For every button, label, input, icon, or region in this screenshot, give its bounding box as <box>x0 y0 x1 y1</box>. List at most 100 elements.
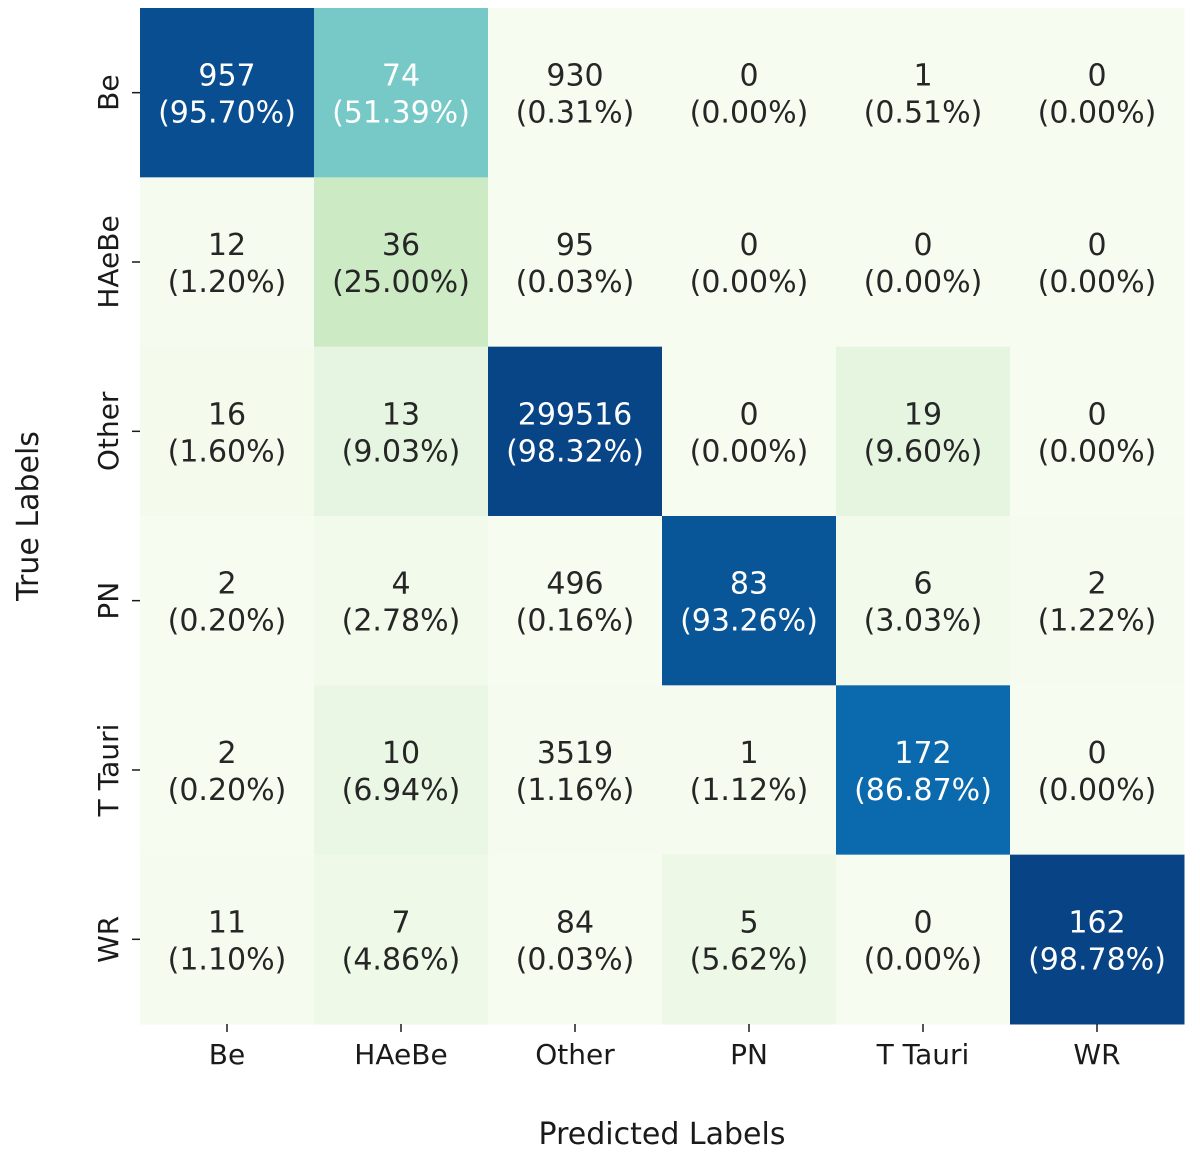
x-tick-label: HAeBe <box>354 1038 447 1071</box>
heatmap-cell <box>140 515 315 686</box>
cell-count-label: 2 <box>217 736 236 771</box>
cell-percent-label: (0.16%) <box>516 604 635 639</box>
cell-percent-label: (0.20%) <box>168 604 287 639</box>
x-tick-label: PN <box>730 1038 768 1071</box>
cell-percent-label: (6.94%) <box>342 773 461 808</box>
cell-count-label: 11 <box>208 905 246 940</box>
cell-count-label: 2 <box>217 567 236 602</box>
heatmap-cells: 957(95.70%)74(51.39%)930(0.31%)0(0.00%)1… <box>140 8 1185 1025</box>
cell-count-label: 5 <box>739 905 758 940</box>
y-tick-label: WR <box>92 916 125 963</box>
heatmap-cell <box>140 346 315 517</box>
cell-percent-label: (98.32%) <box>506 434 644 469</box>
cell-percent-label: (1.12%) <box>690 773 809 808</box>
y-tick-label: HAeBe <box>92 215 125 308</box>
heatmap-cell <box>314 685 489 856</box>
cell-percent-label: (1.20%) <box>168 265 287 300</box>
x-tick-label: T Tauri <box>876 1038 970 1071</box>
cell-count-label: 957 <box>198 59 255 94</box>
cell-percent-label: (93.26%) <box>680 604 818 639</box>
cell-percent-label: (9.60%) <box>864 434 983 469</box>
cell-count-label: 1 <box>739 736 758 771</box>
heatmap-cell <box>488 8 663 178</box>
cell-count-label: 0 <box>1087 228 1106 263</box>
cell-count-label: 36 <box>382 228 420 263</box>
y-tick-label: T Tauri <box>92 724 125 818</box>
cell-percent-label: (1.16%) <box>516 773 635 808</box>
cell-percent-label: (1.60%) <box>168 434 287 469</box>
cell-percent-label: (4.86%) <box>342 942 461 977</box>
cell-percent-label: (1.10%) <box>168 942 287 977</box>
cell-count-label: 0 <box>739 228 758 263</box>
cell-count-label: 16 <box>208 397 246 432</box>
heatmap-cell <box>1010 854 1185 1025</box>
heatmap-cell <box>140 685 315 856</box>
cell-count-label: 83 <box>730 567 768 602</box>
heatmap-cell <box>662 177 837 348</box>
y-axis-label: True Labels <box>11 431 46 602</box>
cell-percent-label: (1.22%) <box>1038 604 1157 639</box>
cell-count-label: 10 <box>382 736 420 771</box>
cell-percent-label: (3.03%) <box>864 604 983 639</box>
y-tick-label: PN <box>92 582 125 620</box>
cell-count-label: 0 <box>1087 736 1106 771</box>
cell-count-label: 19 <box>904 397 942 432</box>
cell-percent-label: (86.87%) <box>854 773 992 808</box>
heatmap-cell <box>662 854 837 1025</box>
cell-count-label: 172 <box>894 736 951 771</box>
cell-count-label: 3519 <box>537 736 613 771</box>
cell-percent-label: (5.62%) <box>690 942 809 977</box>
cell-percent-label: (0.00%) <box>1038 96 1157 131</box>
heatmap-cell <box>140 8 315 178</box>
cell-percent-label: (25.00%) <box>332 265 470 300</box>
cell-percent-label: (51.39%) <box>332 96 470 131</box>
y-tick-label: Other <box>92 391 125 471</box>
heatmap-cell <box>140 177 315 348</box>
cell-count-label: 4 <box>391 567 410 602</box>
y-axis-ticks: Be HAeBe Other PN T Tauri WR <box>92 74 140 963</box>
heatmap-cell <box>1010 685 1185 856</box>
cell-count-label: 496 <box>546 567 603 602</box>
heatmap-cell <box>488 854 663 1025</box>
heatmap-cell <box>662 8 837 178</box>
cell-percent-label: (0.20%) <box>168 773 287 808</box>
cell-percent-label: (0.00%) <box>1038 434 1157 469</box>
cell-count-label: 13 <box>382 397 420 432</box>
heatmap-cell <box>836 177 1011 348</box>
cell-percent-label: (9.03%) <box>342 434 461 469</box>
heatmap-cell <box>314 346 489 517</box>
x-axis-ticks: Be HAeBe Other PN T Tauri WR <box>209 1023 1121 1071</box>
cell-count-label: 0 <box>739 59 758 94</box>
heatmap-cell <box>836 854 1011 1025</box>
heatmap-cell <box>662 515 837 686</box>
cell-count-label: 0 <box>1087 397 1106 432</box>
heatmap-cell <box>836 685 1011 856</box>
cell-percent-label: (0.03%) <box>516 265 635 300</box>
cell-count-label: 95 <box>556 228 594 263</box>
cell-percent-label: (0.00%) <box>864 265 983 300</box>
cell-percent-label: (0.00%) <box>864 942 983 977</box>
cell-count-label: 12 <box>208 228 246 263</box>
x-tick-label: WR <box>1073 1038 1120 1071</box>
heatmap-cell <box>488 346 663 517</box>
cell-percent-label: (0.31%) <box>516 96 635 131</box>
cell-percent-label: (2.78%) <box>342 604 461 639</box>
cell-percent-label: (0.51%) <box>864 96 983 131</box>
cell-count-label: 0 <box>739 397 758 432</box>
cell-percent-label: (0.00%) <box>690 434 809 469</box>
heatmap-cell <box>488 685 663 856</box>
heatmap-cell <box>314 515 489 686</box>
heatmap-cell <box>1010 346 1185 517</box>
heatmap-cell <box>314 854 489 1025</box>
cell-percent-label: (0.00%) <box>690 265 809 300</box>
cell-count-label: 0 <box>1087 59 1106 94</box>
cell-count-label: 7 <box>391 905 410 940</box>
heatmap-cell <box>836 515 1011 686</box>
heatmap-cell <box>140 854 315 1025</box>
cell-count-label: 930 <box>546 59 603 94</box>
cell-percent-label: (0.00%) <box>1038 773 1157 808</box>
cell-count-label: 0 <box>913 905 932 940</box>
cell-count-label: 84 <box>556 905 594 940</box>
x-tick-label: Be <box>209 1038 245 1071</box>
